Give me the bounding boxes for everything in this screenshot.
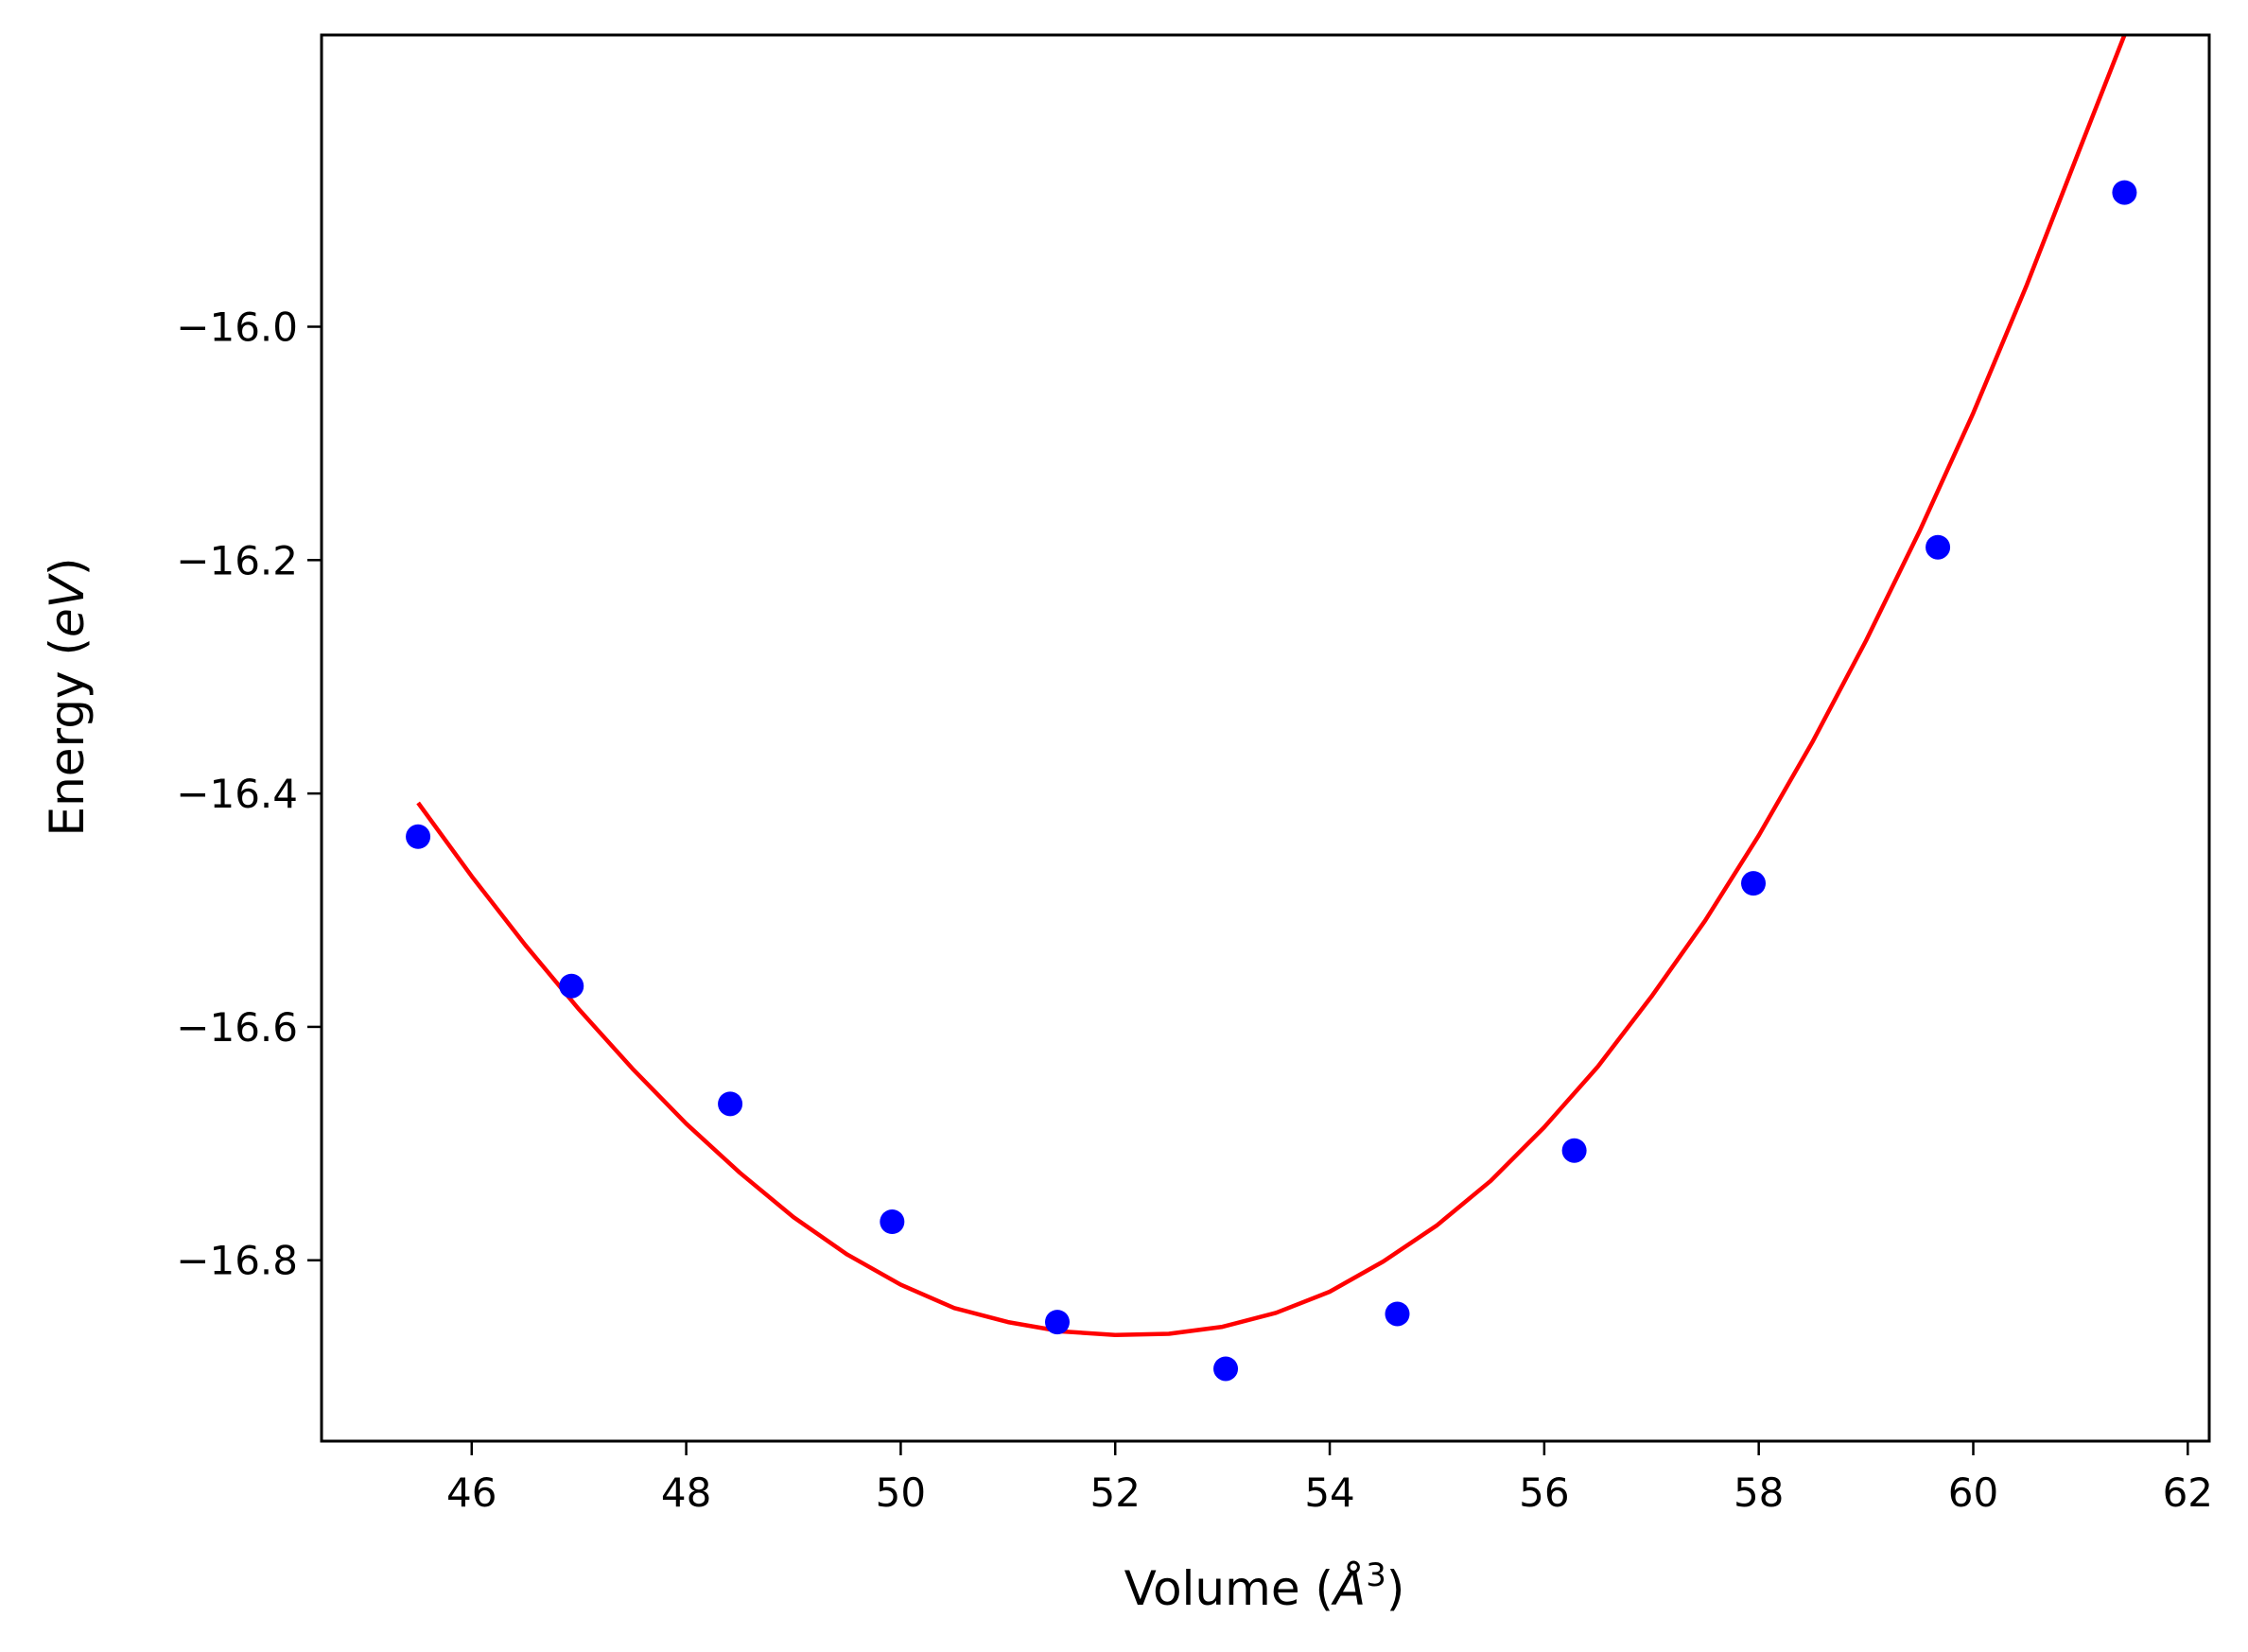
x-tick-label: 48: [661, 1469, 711, 1516]
x-tick-label: 62: [2163, 1469, 2213, 1516]
plot-frame: [320, 33, 2211, 1443]
x-tick-label: 52: [1090, 1469, 1141, 1516]
y-axis-ticks: −16.8 −16.6 −16.4 −16.2 −16.0: [176, 304, 322, 1284]
x-tick-label: 54: [1304, 1469, 1354, 1516]
data-point: [880, 1209, 905, 1235]
y-tick-label: −16.8: [176, 1238, 298, 1284]
x-axis-label: Volume (Å3): [1124, 1556, 1405, 1616]
y-tick-label: −16.2: [176, 537, 298, 583]
data-point: [1213, 1356, 1239, 1382]
data-point: [1385, 1301, 1410, 1327]
data-point: [1926, 534, 1951, 560]
y-axis-label: Energy (eV): [40, 558, 95, 837]
x-tick-label: 58: [1734, 1469, 1784, 1516]
x-tick-label: 56: [1519, 1469, 1569, 1516]
data-point: [1044, 1310, 1070, 1335]
x-tick-label: 46: [446, 1469, 497, 1516]
x-axis-ticks: 46 48 50 52 54 56 58 60 62: [446, 1441, 2213, 1516]
fit-curve: [416, 34, 2127, 1337]
points-layer: [406, 180, 2137, 1382]
data-point: [406, 824, 431, 849]
data-point: [1561, 1138, 1587, 1163]
x-tick-label: 50: [876, 1469, 926, 1516]
y-tick-label: −16.4: [176, 771, 298, 817]
y-tick-label: −16.6: [176, 1004, 298, 1051]
x-tick-label: 60: [1948, 1469, 1998, 1516]
fit-layer: [416, 34, 2127, 1337]
data-point: [2112, 180, 2137, 205]
data-point: [718, 1091, 743, 1117]
data-point: [559, 973, 584, 999]
y-tick-label: −16.0: [176, 304, 298, 351]
data-point: [1741, 871, 1767, 896]
